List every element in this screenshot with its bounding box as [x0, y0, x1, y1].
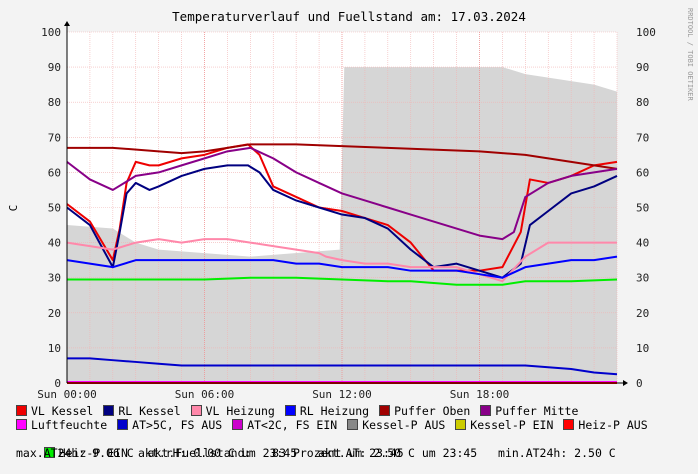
- y-axis-label: C: [7, 205, 20, 212]
- legend-label: Heiz-P AUS: [578, 418, 648, 432]
- legend-swatch: [16, 419, 27, 430]
- info-akt-rh: akt.rH: 0.00 C um 23:45: [137, 446, 298, 460]
- y-tick-label: 60: [48, 166, 61, 179]
- y-tick-label-right: 50: [636, 202, 649, 215]
- legend-label: AT<2C, FS EIN: [247, 418, 338, 432]
- series-line: [67, 276, 618, 286]
- y-tick-label: 10: [48, 342, 61, 355]
- legend-label: Heiz-P EIN: [58, 446, 128, 460]
- legend-swatch: [190, 405, 202, 416]
- y-tick-label: 50: [48, 202, 61, 215]
- y-tick-label-right: 80: [636, 96, 649, 109]
- legend-item: Puffer Mitte: [480, 404, 578, 418]
- y-axis-arrow: [64, 21, 70, 26]
- legend-item: Puffer Oben: [379, 404, 470, 418]
- legend-label: Puffer Mitte: [495, 404, 579, 418]
- legend-row-2: Luftfeuchte AT>5C, FS AUS AT<2C, FS EIN Kes…: [16, 418, 658, 432]
- legend-item: AT<2C, FS EIN: [232, 418, 337, 432]
- legend-swatch: [563, 419, 575, 430]
- legend-swatch: [43, 447, 55, 458]
- legend-row-3: Heiz-P EIN akt.rH: 0.00 C um 23:45 akt.AT…: [16, 432, 616, 474]
- series-line: [66, 238, 617, 283]
- chart-title: Temperaturverlauf und Fuellstand am: 17.…: [172, 9, 526, 24]
- x-tick-label: Sun 00:00: [37, 388, 97, 401]
- y-tick-label: 0: [54, 377, 61, 390]
- legend-label: AT>5C, FS AUS: [132, 418, 223, 432]
- legend-swatch: [347, 419, 359, 430]
- y-tick-label-right: 60: [636, 166, 649, 179]
- info-akt-at: akt.AT: 2.50 C um 23:45: [317, 446, 478, 460]
- y-tick-label-right: 30: [636, 272, 649, 285]
- y-tick-label-right: 10: [636, 342, 649, 355]
- legend-item: Heiz-P AUS: [563, 418, 648, 432]
- series-line: [66, 143, 618, 272]
- legend-label: RL Heizung: [299, 404, 370, 418]
- legend-swatch: [16, 405, 27, 416]
- legend-label: Kessel-P AUS: [362, 418, 446, 432]
- y-tick-label-right: 20: [636, 307, 649, 320]
- x-axis-arrow: [623, 380, 628, 386]
- y-tick-label: 90: [48, 61, 61, 74]
- y-tick-label-right: 70: [636, 131, 649, 144]
- info-max-at24h: max.AT24h: 9.06 C: [16, 446, 134, 460]
- legend-row-1: VL Kessel RL Kessel VL Heizung RL Heizung Pu…: [16, 404, 588, 418]
- x-tick-label: Sun 06:00: [175, 388, 235, 401]
- legend-item: AT>5C, FS AUS: [117, 418, 222, 432]
- series-line: [66, 164, 618, 279]
- y-tick-label: 80: [48, 96, 61, 109]
- legend-label: VL Heizung: [205, 404, 275, 418]
- legend-label: Puffer Oben: [394, 404, 471, 418]
- legend-row-4: max.AT24h: 9.06 C akt.Fuellstand: 83 Pro…: [16, 446, 404, 460]
- y-tick-label-right: 0: [636, 377, 643, 390]
- legend-label: Luftfeuchte: [31, 418, 108, 432]
- y-tick-label: 20: [48, 307, 61, 320]
- y-tick-label: 30: [48, 272, 61, 285]
- info-min-at24h: min.AT24h: 2.50 C: [498, 446, 616, 460]
- legend-swatch: [232, 419, 244, 430]
- legend-item: VL Heizung: [190, 404, 275, 418]
- legend-swatch: [455, 419, 467, 430]
- legend-label: RL Kessel: [118, 404, 181, 418]
- y-tick-label-right: 40: [636, 237, 649, 250]
- legend-swatch: [480, 405, 492, 416]
- legend-swatch: [284, 405, 296, 416]
- x-tick-label: Sun 12:00: [312, 388, 372, 401]
- x-tick-label: Sun 18:00: [450, 388, 510, 401]
- y-tick-label: 100: [41, 26, 61, 39]
- series-line: [67, 143, 618, 170]
- rrdtool-side-label: RRDTOOL / TOBI OETIKER: [686, 8, 694, 102]
- legend-item: Luftfeuchte: [16, 418, 107, 432]
- series-line: [66, 146, 618, 241]
- legend-item: Heiz-P EIN: [43, 446, 128, 460]
- y-tick-label-right: 100: [636, 26, 656, 39]
- legend-item: Kessel-P AUS: [347, 418, 445, 432]
- legend-swatch: [379, 405, 391, 416]
- legend-item: RL Heizung: [284, 404, 370, 418]
- y-tick-label-right: 90: [636, 61, 649, 74]
- legend-swatch: [103, 405, 115, 416]
- legend-item: Kessel-P EIN: [455, 418, 553, 432]
- legend-label: Kessel-P EIN: [470, 418, 554, 432]
- legend-item: RL Kessel: [103, 404, 181, 418]
- info-akt-fuellstand: akt.Fuellstand: 83 Prozent um 23:45: [147, 446, 404, 460]
- y-tick-label: 40: [48, 237, 61, 250]
- series-line: [67, 357, 618, 376]
- legend-item: VL Kessel: [16, 404, 93, 418]
- y-tick-label: 70: [48, 131, 61, 144]
- legend-label: VL Kessel: [31, 404, 94, 418]
- series-line: [66, 255, 618, 279]
- legend-swatch: [117, 419, 129, 430]
